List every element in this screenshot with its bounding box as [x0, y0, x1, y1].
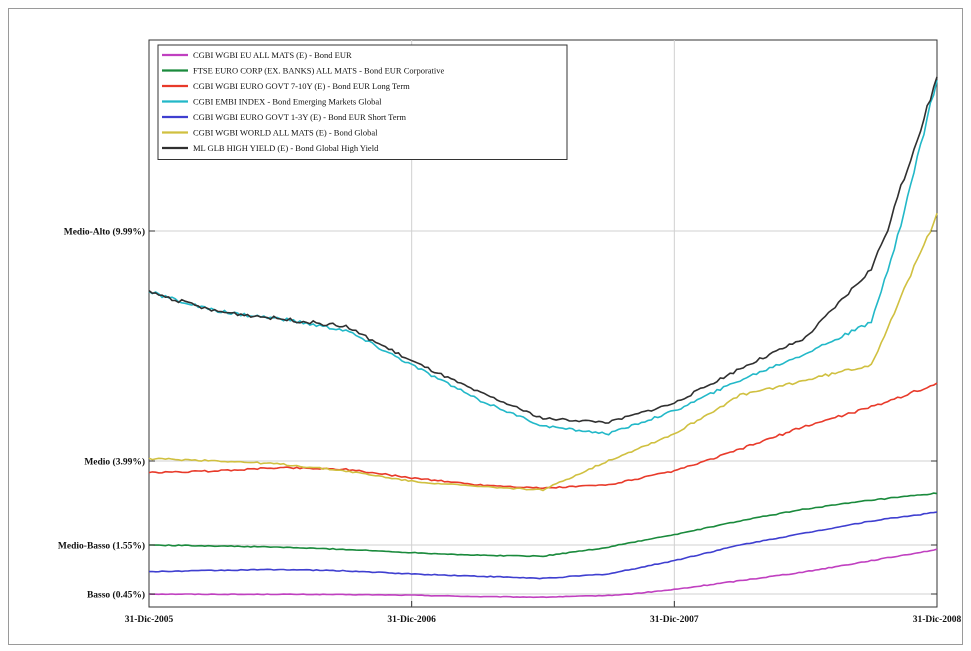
y-tick-label: Basso (0.45%) — [87, 590, 145, 601]
y-tick-label: Medio-Basso (1.55%) — [58, 541, 145, 552]
y-axis-ticks: Basso (0.45%) Medio-Basso (1.55%) Medio (3… — [58, 227, 937, 601]
x-tick-label: 31-Dic-2006 — [387, 615, 436, 625]
legend-label: CGBI WGBI EU ALL MATS (E) - Bond EUR — [193, 50, 352, 60]
legend-label: CGBI WGBI WORLD ALL MATS (E) - Bond Glob… — [193, 128, 378, 138]
legend-label: CGBI WGBI EURO GOVT 1-3Y (E) - Bond EUR … — [193, 112, 406, 122]
legend-box — [157, 44, 568, 160]
chart-frame: Basso (0.45%) Medio-Basso (1.55%) Medio (3… — [8, 8, 963, 645]
legend-label: ML GLB HIGH YIELD (E) - Bond Global High… — [193, 143, 379, 153]
line-chart: Basso (0.45%) Medio-Basso (1.55%) Medio (3… — [58, 39, 962, 625]
x-axis-ticks: 31-Dic-2005 31-Dic-2006 31-Dic-2007 31-Dic-… — [125, 601, 962, 625]
series-line — [148, 76, 938, 424]
legend-label: CGBI EMBI INDEX - Bond Emerging Markets … — [193, 97, 382, 107]
series-line — [148, 548, 938, 599]
x-tick-label: 31-Dic-2007 — [650, 615, 699, 625]
series-line — [148, 213, 938, 492]
legend-label: FTSE EURO CORP (EX. BANKS) ALL MATS - Bo… — [193, 66, 445, 76]
series-line — [149, 492, 938, 558]
y-tick-label: Medio (3.99%) — [84, 457, 145, 468]
x-tick-label: 31-Dic-2008 — [913, 615, 962, 625]
legend-label: CGBI WGBI EURO GOVT 7-10Y (E) - Bond EUR… — [193, 81, 410, 91]
legend: CGBI WGBI EU ALL MATS (E) - Bond EUR FTSE… — [157, 44, 568, 160]
series-line — [148, 511, 938, 580]
series-line — [148, 382, 938, 490]
x-tick-label: 31-Dic-2005 — [125, 615, 174, 625]
y-tick-label: Medio-Alto (9.99%) — [64, 227, 145, 238]
series-lines — [148, 76, 938, 599]
